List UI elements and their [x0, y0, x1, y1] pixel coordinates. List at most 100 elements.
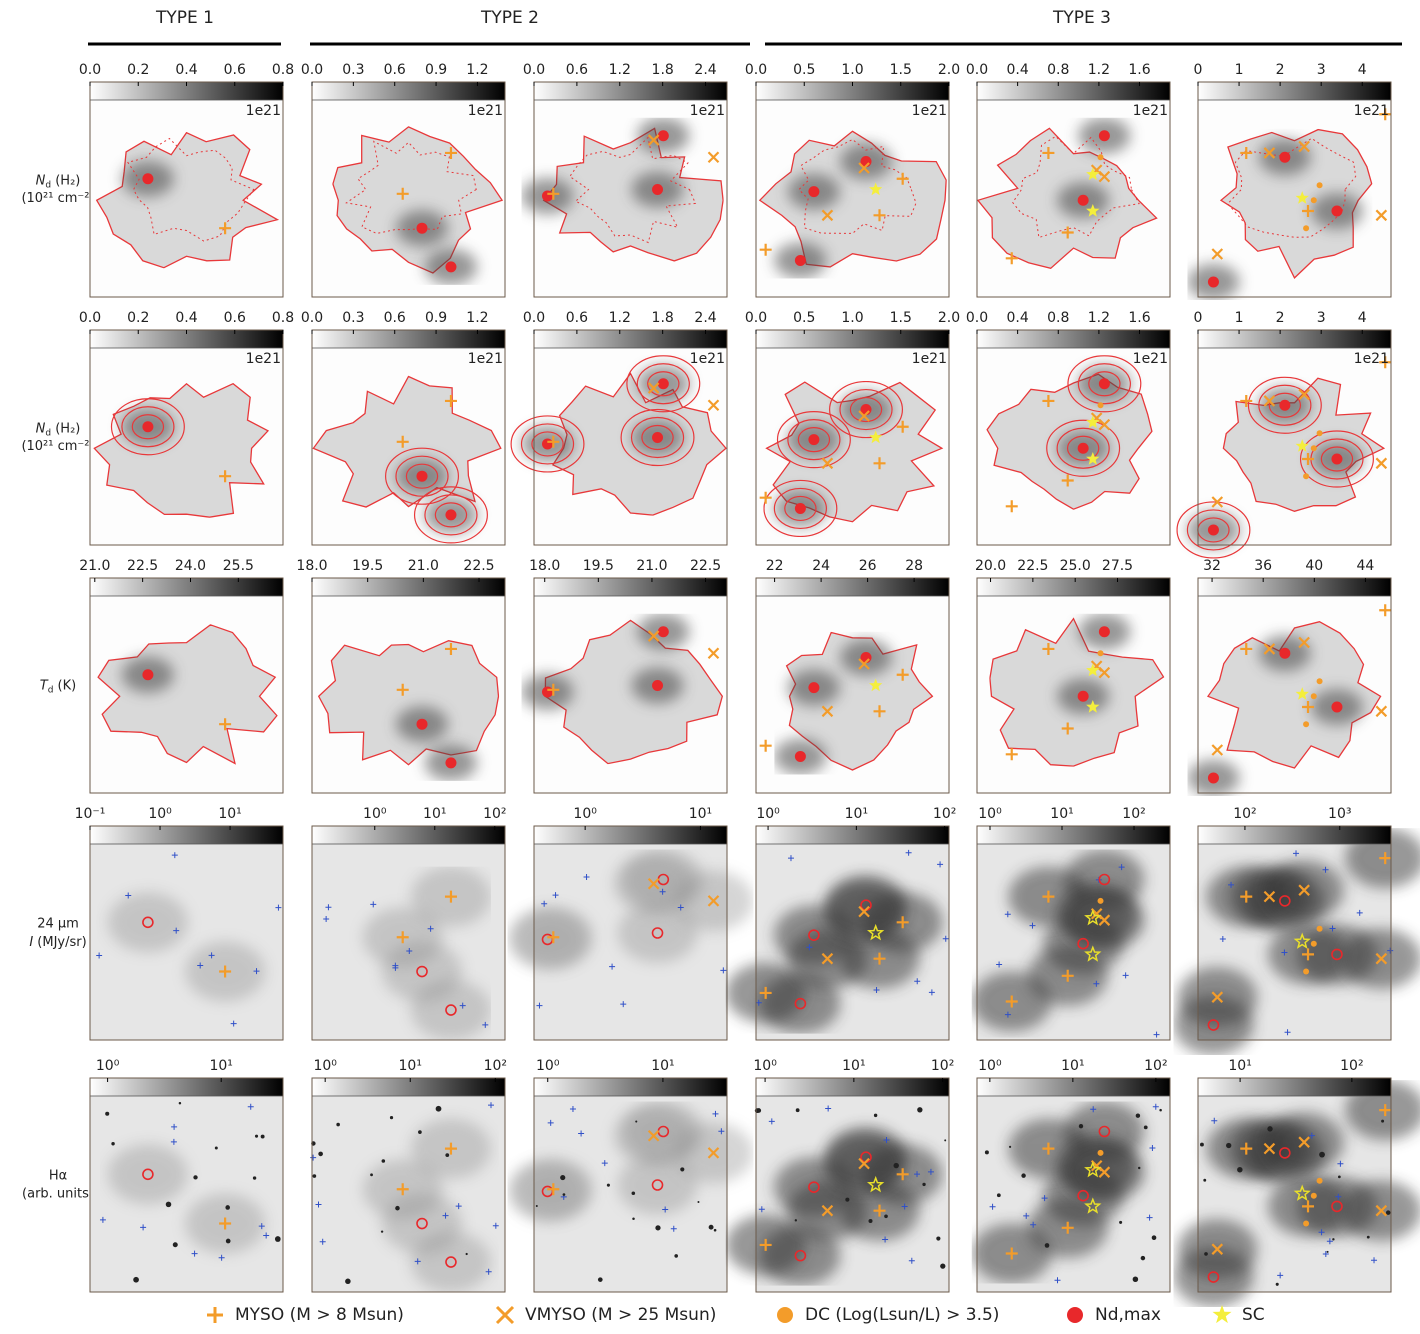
- colorbar-tick-label: 0.0: [523, 310, 545, 326]
- colorbar-tick-label: 1.6: [1128, 310, 1150, 326]
- dc-marker: [1098, 154, 1104, 160]
- star-dot: [395, 1206, 400, 1211]
- panel: 1e210.00.61.21.82.4: [522, 62, 727, 297]
- colorbar-tick-label: 10²: [483, 806, 506, 822]
- nd-max-marker: [1208, 524, 1219, 535]
- row-label: Nd (H₂): [36, 173, 81, 190]
- star-dot: [884, 1214, 888, 1218]
- row-label: (arb. units): [22, 1187, 94, 1202]
- star-dot: [166, 1202, 172, 1208]
- legend-sc: [1213, 1305, 1232, 1323]
- colorbar-tick-label: 0.0: [966, 310, 988, 326]
- nd-max-marker: [142, 173, 153, 184]
- star-dot: [868, 1219, 872, 1223]
- star-dot: [560, 1175, 565, 1180]
- colorbar: [312, 1078, 505, 1096]
- colorbar-tick-label: 10⁰: [753, 1058, 777, 1074]
- star-dot: [795, 1219, 797, 1221]
- colorbar-tick-label: 10⁰: [756, 806, 780, 822]
- star-dot: [466, 1253, 468, 1255]
- star-dot: [370, 1173, 373, 1176]
- colorbar-tick-label: 10²: [1340, 1058, 1363, 1074]
- colorbar-exponent: 1e21: [1133, 351, 1168, 367]
- nd-max-marker: [417, 471, 428, 482]
- star-dot: [193, 1175, 197, 1179]
- colorbar-tick-label: 10⁰: [573, 806, 597, 822]
- nd-max-marker: [445, 509, 456, 520]
- panel: 18.019.521.022.5: [296, 558, 505, 793]
- colorbar-tick-label: 22.5: [1017, 558, 1048, 574]
- panel: 10⁰10¹: [90, 1058, 283, 1292]
- colorbar-tick-label: 19.5: [352, 558, 383, 574]
- row-label-symbol: N: [36, 173, 46, 188]
- nd-max-marker: [417, 719, 428, 730]
- nd-max-marker: [1078, 691, 1089, 702]
- star-dot: [1267, 1126, 1272, 1131]
- colorbar-tick-label: 10³: [1328, 806, 1351, 822]
- colorbar: [756, 1078, 949, 1096]
- colorbar: [90, 1078, 283, 1096]
- panel: 32364044: [1187, 558, 1391, 796]
- colorbar-tick-label: 0.4: [175, 310, 197, 326]
- colorbar-tick-label: 1.5: [890, 62, 912, 78]
- colorbar-tick-label: 22.5: [690, 558, 721, 574]
- panel: 10⁰10¹: [508, 806, 754, 1040]
- dc-marker: [1317, 1178, 1323, 1184]
- colorbar-tick-label: 18.0: [296, 558, 327, 574]
- colorbar-tick-label: 10¹: [423, 806, 446, 822]
- legend-myso: [207, 1307, 223, 1323]
- colorbar-tick-label: 1.2: [609, 310, 631, 326]
- star-dot: [796, 1108, 800, 1112]
- colorbar-tick-label: 28: [905, 558, 923, 574]
- nd-max-marker: [542, 438, 553, 449]
- colorbar-tick-label: 22.5: [463, 558, 494, 574]
- star-dot: [563, 1193, 566, 1196]
- star-dot: [255, 1135, 258, 1138]
- colorbar: [1198, 1078, 1391, 1096]
- star-dot: [1203, 1179, 1206, 1182]
- star-dot: [714, 1229, 717, 1232]
- legend-label: Nd,max: [1095, 1305, 1161, 1325]
- colorbar-tick-label: 0.4: [175, 62, 197, 78]
- colorbar-tick-label: 10⁻¹: [75, 806, 106, 822]
- type-header: TYPE 3: [1052, 8, 1111, 28]
- colorbar-tick-label: 10¹: [1228, 1058, 1251, 1074]
- nd-max-marker: [808, 434, 819, 445]
- dc-marker: [1303, 1221, 1309, 1227]
- colorbar-tick-label: 21.0: [79, 558, 110, 574]
- colorbar-tick-label: 10⁰: [148, 806, 172, 822]
- panel: 10⁰10¹10²: [310, 1058, 507, 1292]
- dc-marker: [1311, 445, 1317, 451]
- dc-marker: [1317, 926, 1323, 932]
- row-label: (10²¹ cm⁻²): [21, 439, 94, 454]
- colorbar-tick-label: 3: [1317, 310, 1326, 326]
- dc-marker: [1317, 678, 1323, 684]
- colorbar-tick-label: 10²: [1144, 1058, 1167, 1074]
- panel: 1e210.00.30.60.91.2: [301, 310, 505, 545]
- panel: 22242628: [756, 558, 949, 793]
- colorbar-tick-label: 0.9: [425, 62, 447, 78]
- colorbar: [534, 330, 727, 348]
- colorbar-exponent: 1e21: [1354, 103, 1389, 119]
- colorbar-exponent: 1e21: [912, 351, 947, 367]
- star-dot: [226, 1239, 231, 1244]
- star-dot: [336, 1123, 340, 1127]
- star-dot: [756, 1108, 761, 1113]
- colorbar-tick-label: 40: [1305, 558, 1323, 574]
- star-dot: [318, 1152, 323, 1157]
- star-dot: [445, 1153, 449, 1157]
- colorbar-exponent: 1e21: [468, 103, 503, 119]
- colorbar-tick-label: 0.8: [272, 62, 294, 78]
- star-dot: [313, 1174, 317, 1178]
- panel: 20.022.525.027.5: [975, 558, 1170, 793]
- row-label: I (MJy/sr): [29, 935, 86, 950]
- colorbar-tick-label: 10⁰: [536, 1058, 560, 1074]
- colorbar-tick-label: 0.6: [384, 62, 406, 78]
- star-dot: [874, 1114, 877, 1117]
- colorbar-exponent: 1e21: [690, 103, 725, 119]
- nd-max-marker: [795, 751, 806, 762]
- colorbar-tick-label: 0.2: [127, 62, 149, 78]
- nd-max-marker: [1331, 454, 1342, 465]
- nd-max-marker: [1279, 152, 1290, 163]
